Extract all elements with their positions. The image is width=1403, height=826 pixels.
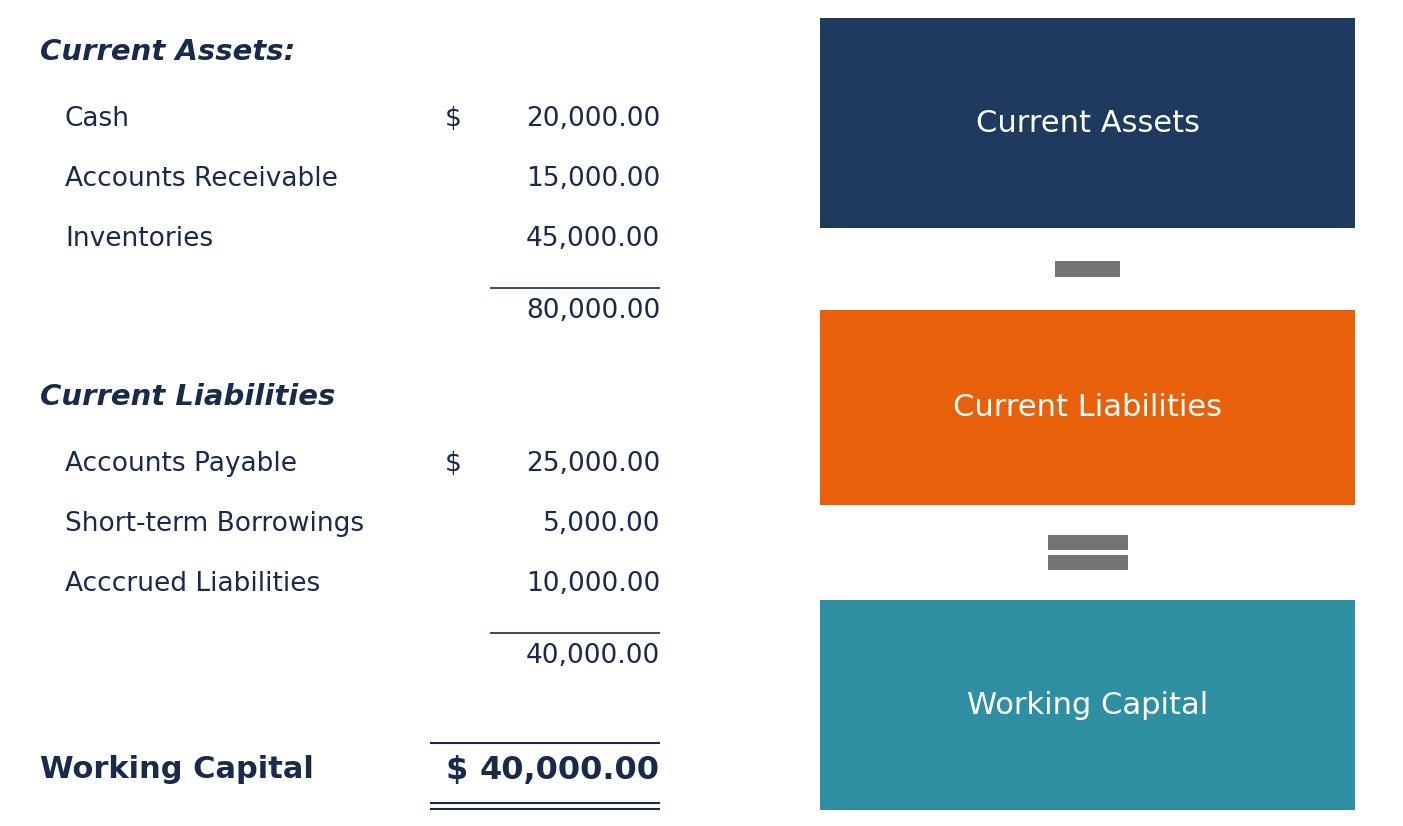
Text: Cash: Cash xyxy=(65,106,130,132)
Text: Current Liabilities: Current Liabilities xyxy=(953,393,1222,422)
Text: 45,000.00: 45,000.00 xyxy=(526,226,659,252)
Text: Current Assets:: Current Assets: xyxy=(41,38,295,66)
Bar xyxy=(819,310,1355,505)
Text: 40,000.00: 40,000.00 xyxy=(480,755,659,786)
Bar xyxy=(819,18,1355,228)
Text: 40,000.00: 40,000.00 xyxy=(526,643,659,669)
Text: 5,000.00: 5,000.00 xyxy=(543,511,659,537)
Text: $: $ xyxy=(445,106,462,132)
Text: 20,000.00: 20,000.00 xyxy=(526,106,659,132)
Bar xyxy=(1048,535,1128,550)
Text: Accounts Payable: Accounts Payable xyxy=(65,451,297,477)
Bar xyxy=(1055,261,1120,277)
Text: Short-term Borrowings: Short-term Borrowings xyxy=(65,511,365,537)
Bar xyxy=(1048,555,1128,570)
Text: Acccrued Liabilities: Acccrued Liabilities xyxy=(65,571,320,597)
Text: Accounts Receivable: Accounts Receivable xyxy=(65,166,338,192)
Text: $: $ xyxy=(445,755,467,786)
Text: Working Capital: Working Capital xyxy=(967,691,1208,719)
Bar xyxy=(819,600,1355,810)
Text: Working Capital: Working Capital xyxy=(41,755,314,784)
Text: Current Liabilities: Current Liabilities xyxy=(41,383,335,411)
Text: 10,000.00: 10,000.00 xyxy=(526,571,659,597)
Text: 15,000.00: 15,000.00 xyxy=(526,166,659,192)
Text: Current Assets: Current Assets xyxy=(975,108,1200,137)
Text: 25,000.00: 25,000.00 xyxy=(526,451,659,477)
Text: Inventories: Inventories xyxy=(65,226,213,252)
Text: 80,000.00: 80,000.00 xyxy=(526,298,659,324)
Text: $: $ xyxy=(445,451,462,477)
